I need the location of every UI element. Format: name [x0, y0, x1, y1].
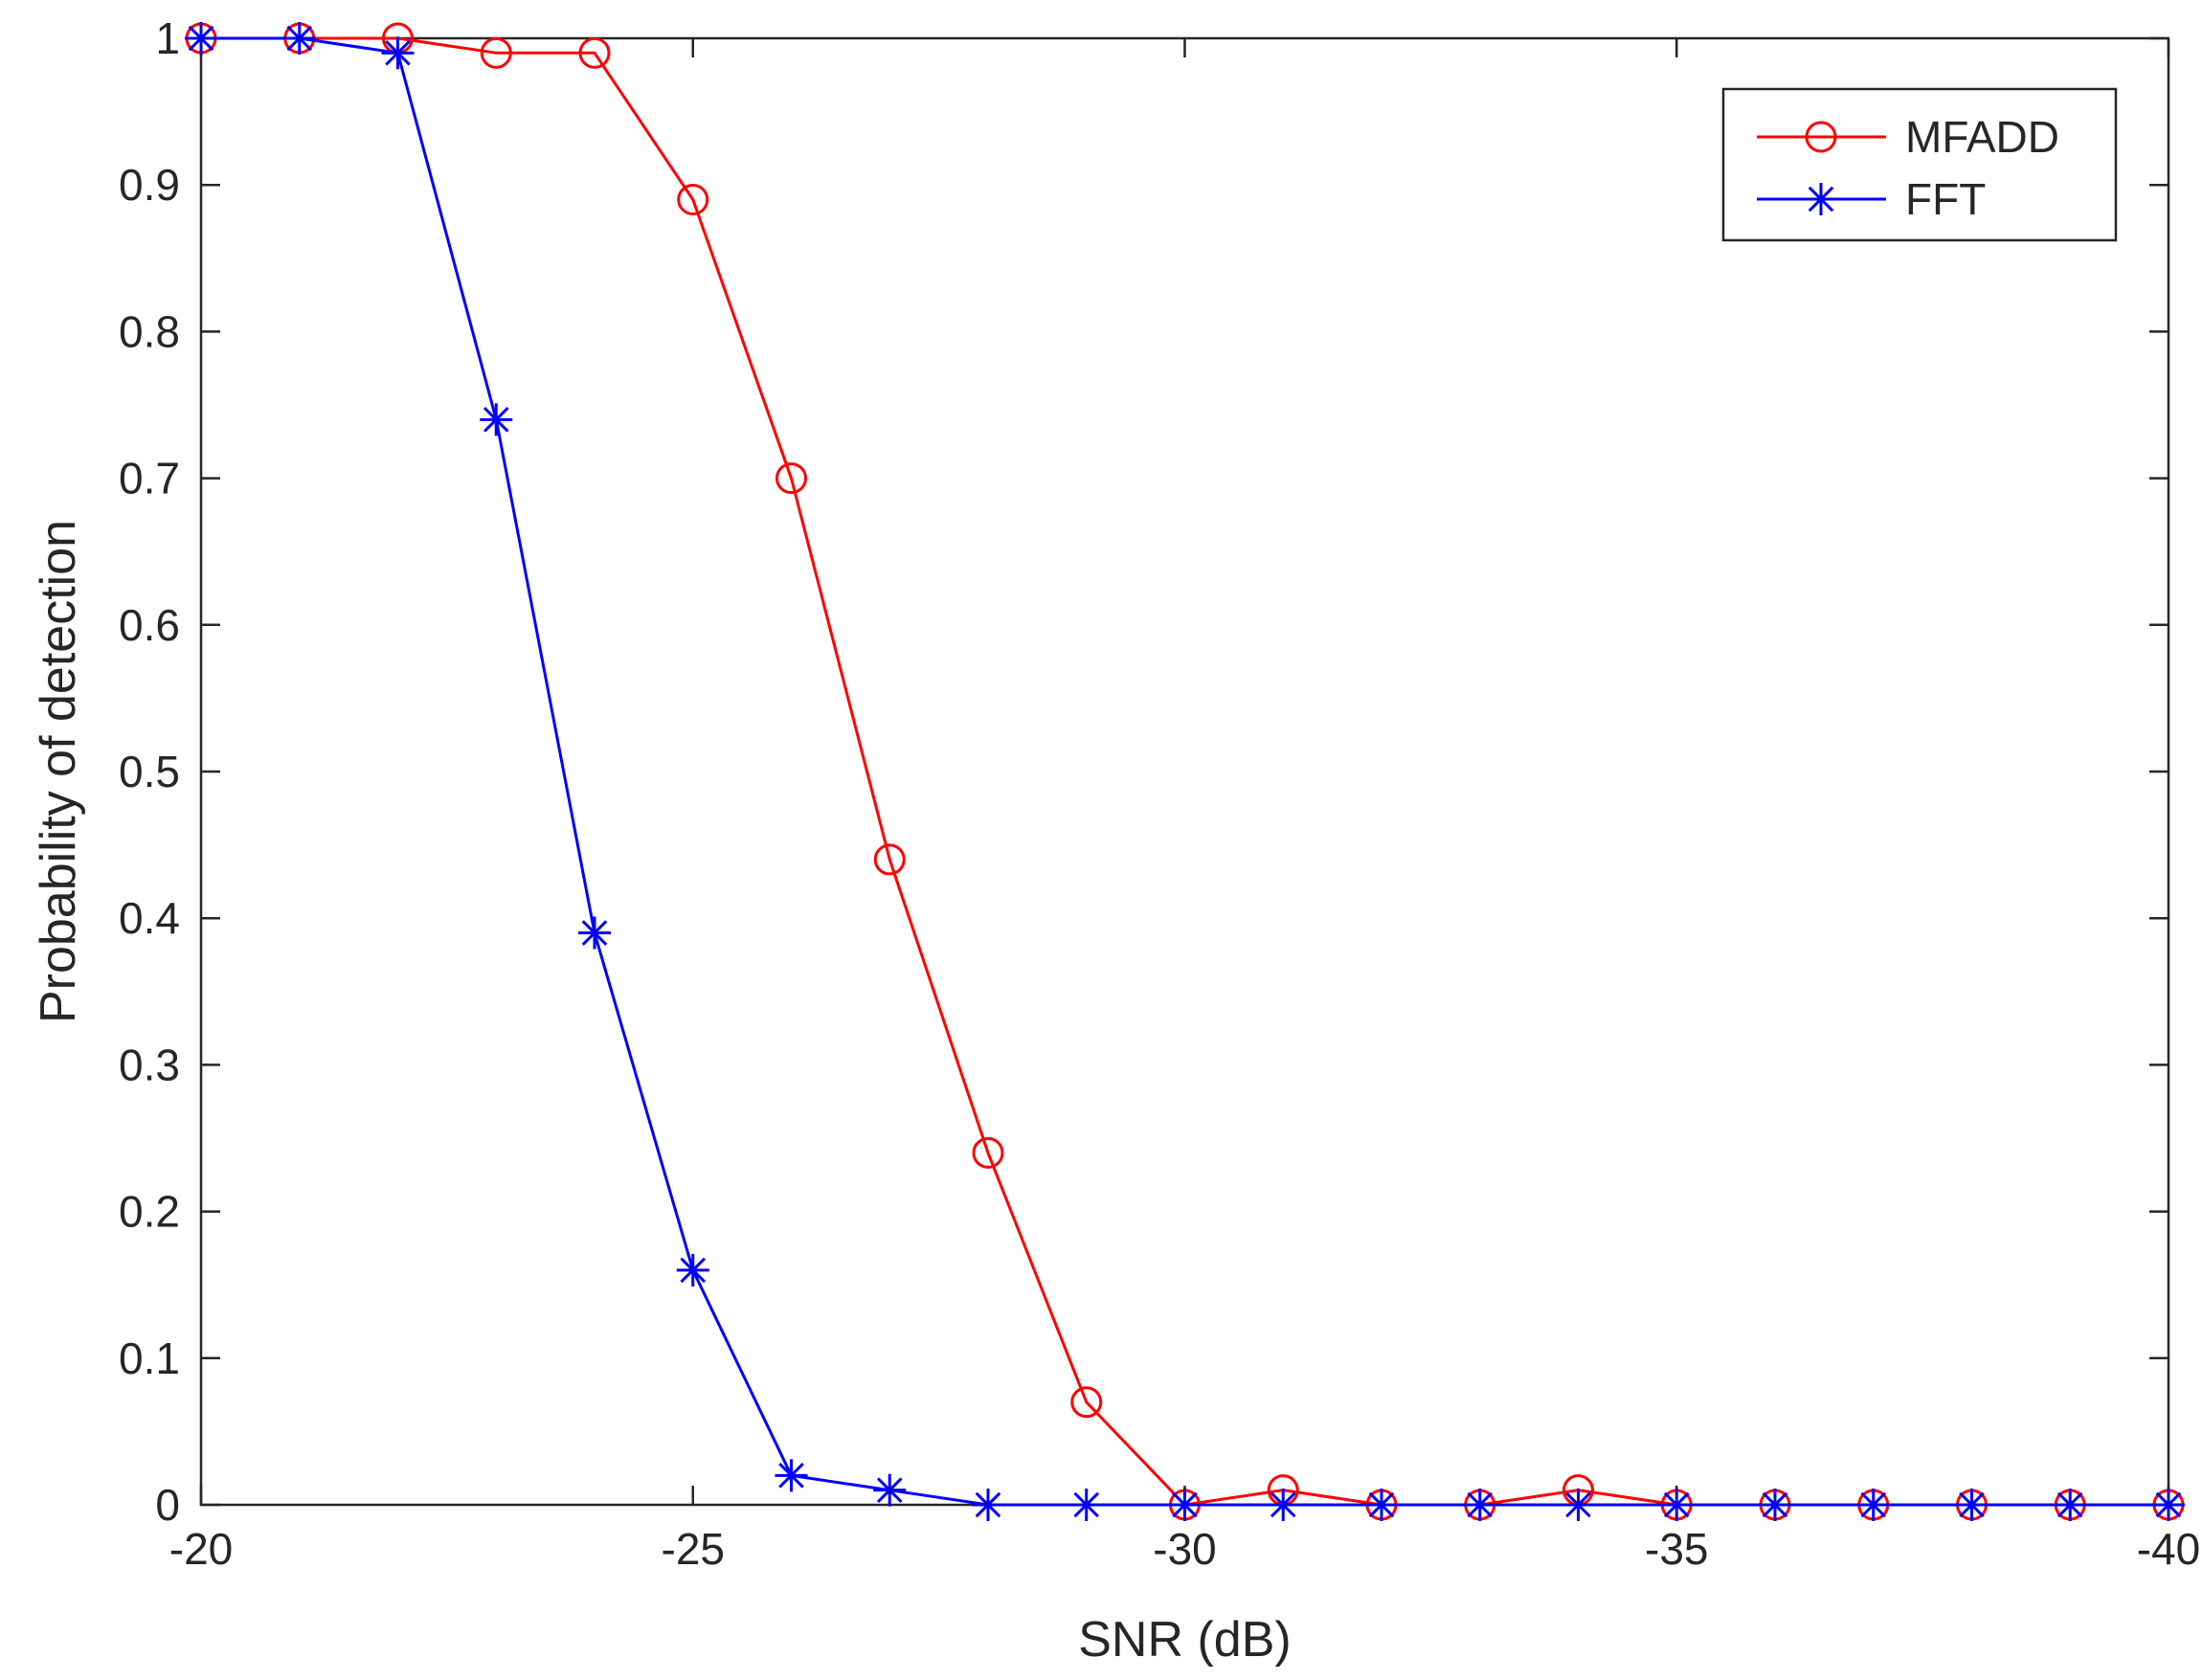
- legend-label: FFT: [1905, 174, 1986, 224]
- plot-area-frame: [199, 36, 2170, 1507]
- circle-marker: [578, 36, 611, 69]
- asterisk-marker: [1463, 1489, 1496, 1521]
- asterisk-marker: [2054, 1489, 2087, 1521]
- x-tick-label: -20: [169, 1524, 233, 1574]
- asterisk-marker: [1267, 1489, 1300, 1521]
- asterisk-marker: [1955, 1489, 1989, 1521]
- asterisk-marker: [381, 36, 415, 70]
- asterisk-marker: [480, 403, 513, 437]
- asterisk-marker: [282, 22, 316, 55]
- legend-item-mfadd: MFADD: [1757, 112, 2059, 162]
- circle-marker: [677, 184, 709, 216]
- asterisk-marker: [578, 916, 611, 950]
- x-tick-label: -40: [2137, 1524, 2200, 1574]
- x-tick-label: -30: [1153, 1524, 1216, 1574]
- asterisk-marker: [1660, 1489, 1694, 1521]
- asterisk-marker: [1365, 1489, 1398, 1521]
- series-layer: [185, 22, 2185, 1521]
- legend-label: MFADD: [1905, 112, 2059, 162]
- circle-marker: [775, 462, 807, 495]
- asterisk-marker: [1759, 1489, 1791, 1521]
- axes: -20 -25 -30 -35 -40 0 0.1 0.2 0.3 0.4 0.5 0.6 0.7 0.8…: [119, 13, 2200, 1574]
- x-axis-label: SNR (dB): [1078, 1612, 1291, 1668]
- legend-item-fft: FFT: [1757, 174, 1986, 224]
- asterisk-marker: [1856, 1489, 1890, 1521]
- circle-marker: [480, 36, 512, 69]
- asterisk-marker: [1069, 1489, 1103, 1521]
- y-tick-label: 0.5: [119, 747, 180, 796]
- y-axis-label: Probability of detection: [31, 520, 86, 1023]
- circle-marker: [972, 1136, 1004, 1169]
- y-tick-label: 0.2: [119, 1187, 180, 1237]
- asterisk-marker: [775, 1459, 808, 1492]
- x-tick-label: -25: [662, 1524, 725, 1574]
- y-tick-label: 0.7: [119, 454, 180, 504]
- asterisk-marker: [185, 22, 217, 55]
- asterisk-marker: [2152, 1489, 2185, 1521]
- circle-marker: [1070, 1386, 1103, 1419]
- legend: MFADD FFT: [1721, 87, 2118, 242]
- asterisk-marker: [1168, 1489, 1202, 1521]
- asterisk-marker: [1805, 183, 1837, 215]
- x-tick-label: -35: [1645, 1524, 1708, 1574]
- y-tick-label: 0.4: [119, 893, 180, 943]
- y-tick-label: 0.3: [119, 1040, 180, 1089]
- y-tick-label: 0.6: [119, 600, 180, 650]
- circle-marker: [873, 843, 906, 876]
- asterisk-marker: [1562, 1489, 1595, 1521]
- series-fft: [185, 22, 2185, 1521]
- asterisk-marker: [676, 1253, 709, 1287]
- y-tick-label: 0.1: [119, 1333, 180, 1383]
- y-tick-label: 0.9: [119, 160, 180, 210]
- y-tick-label: 0: [155, 1480, 180, 1530]
- legend-box: [1721, 87, 2118, 242]
- asterisk-marker: [873, 1473, 907, 1507]
- asterisk-marker: [972, 1489, 1004, 1521]
- circle-marker: [1805, 121, 1837, 153]
- y-tick-label: 1: [155, 13, 180, 63]
- y-tick-label: 0.8: [119, 306, 180, 356]
